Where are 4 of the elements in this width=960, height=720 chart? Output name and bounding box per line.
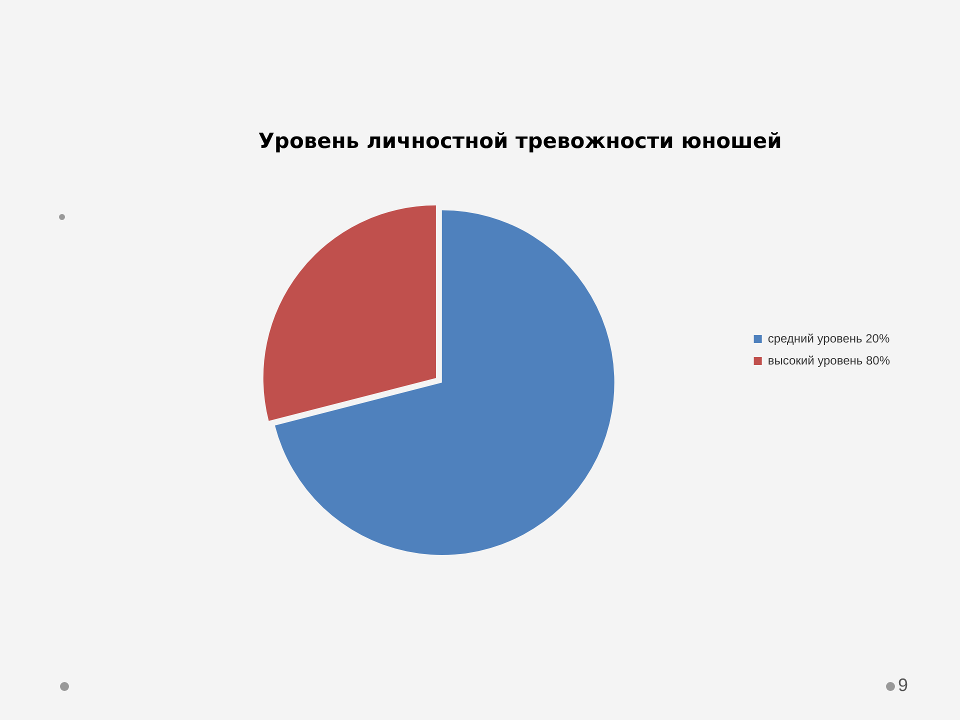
text: 9	[898, 675, 908, 696]
legend-label: высокий уровень 80%	[768, 353, 890, 368]
chart-title: Уровень личностной тревожности юношей	[258, 129, 782, 154]
legend-label: средний уровень 20%	[768, 331, 890, 346]
